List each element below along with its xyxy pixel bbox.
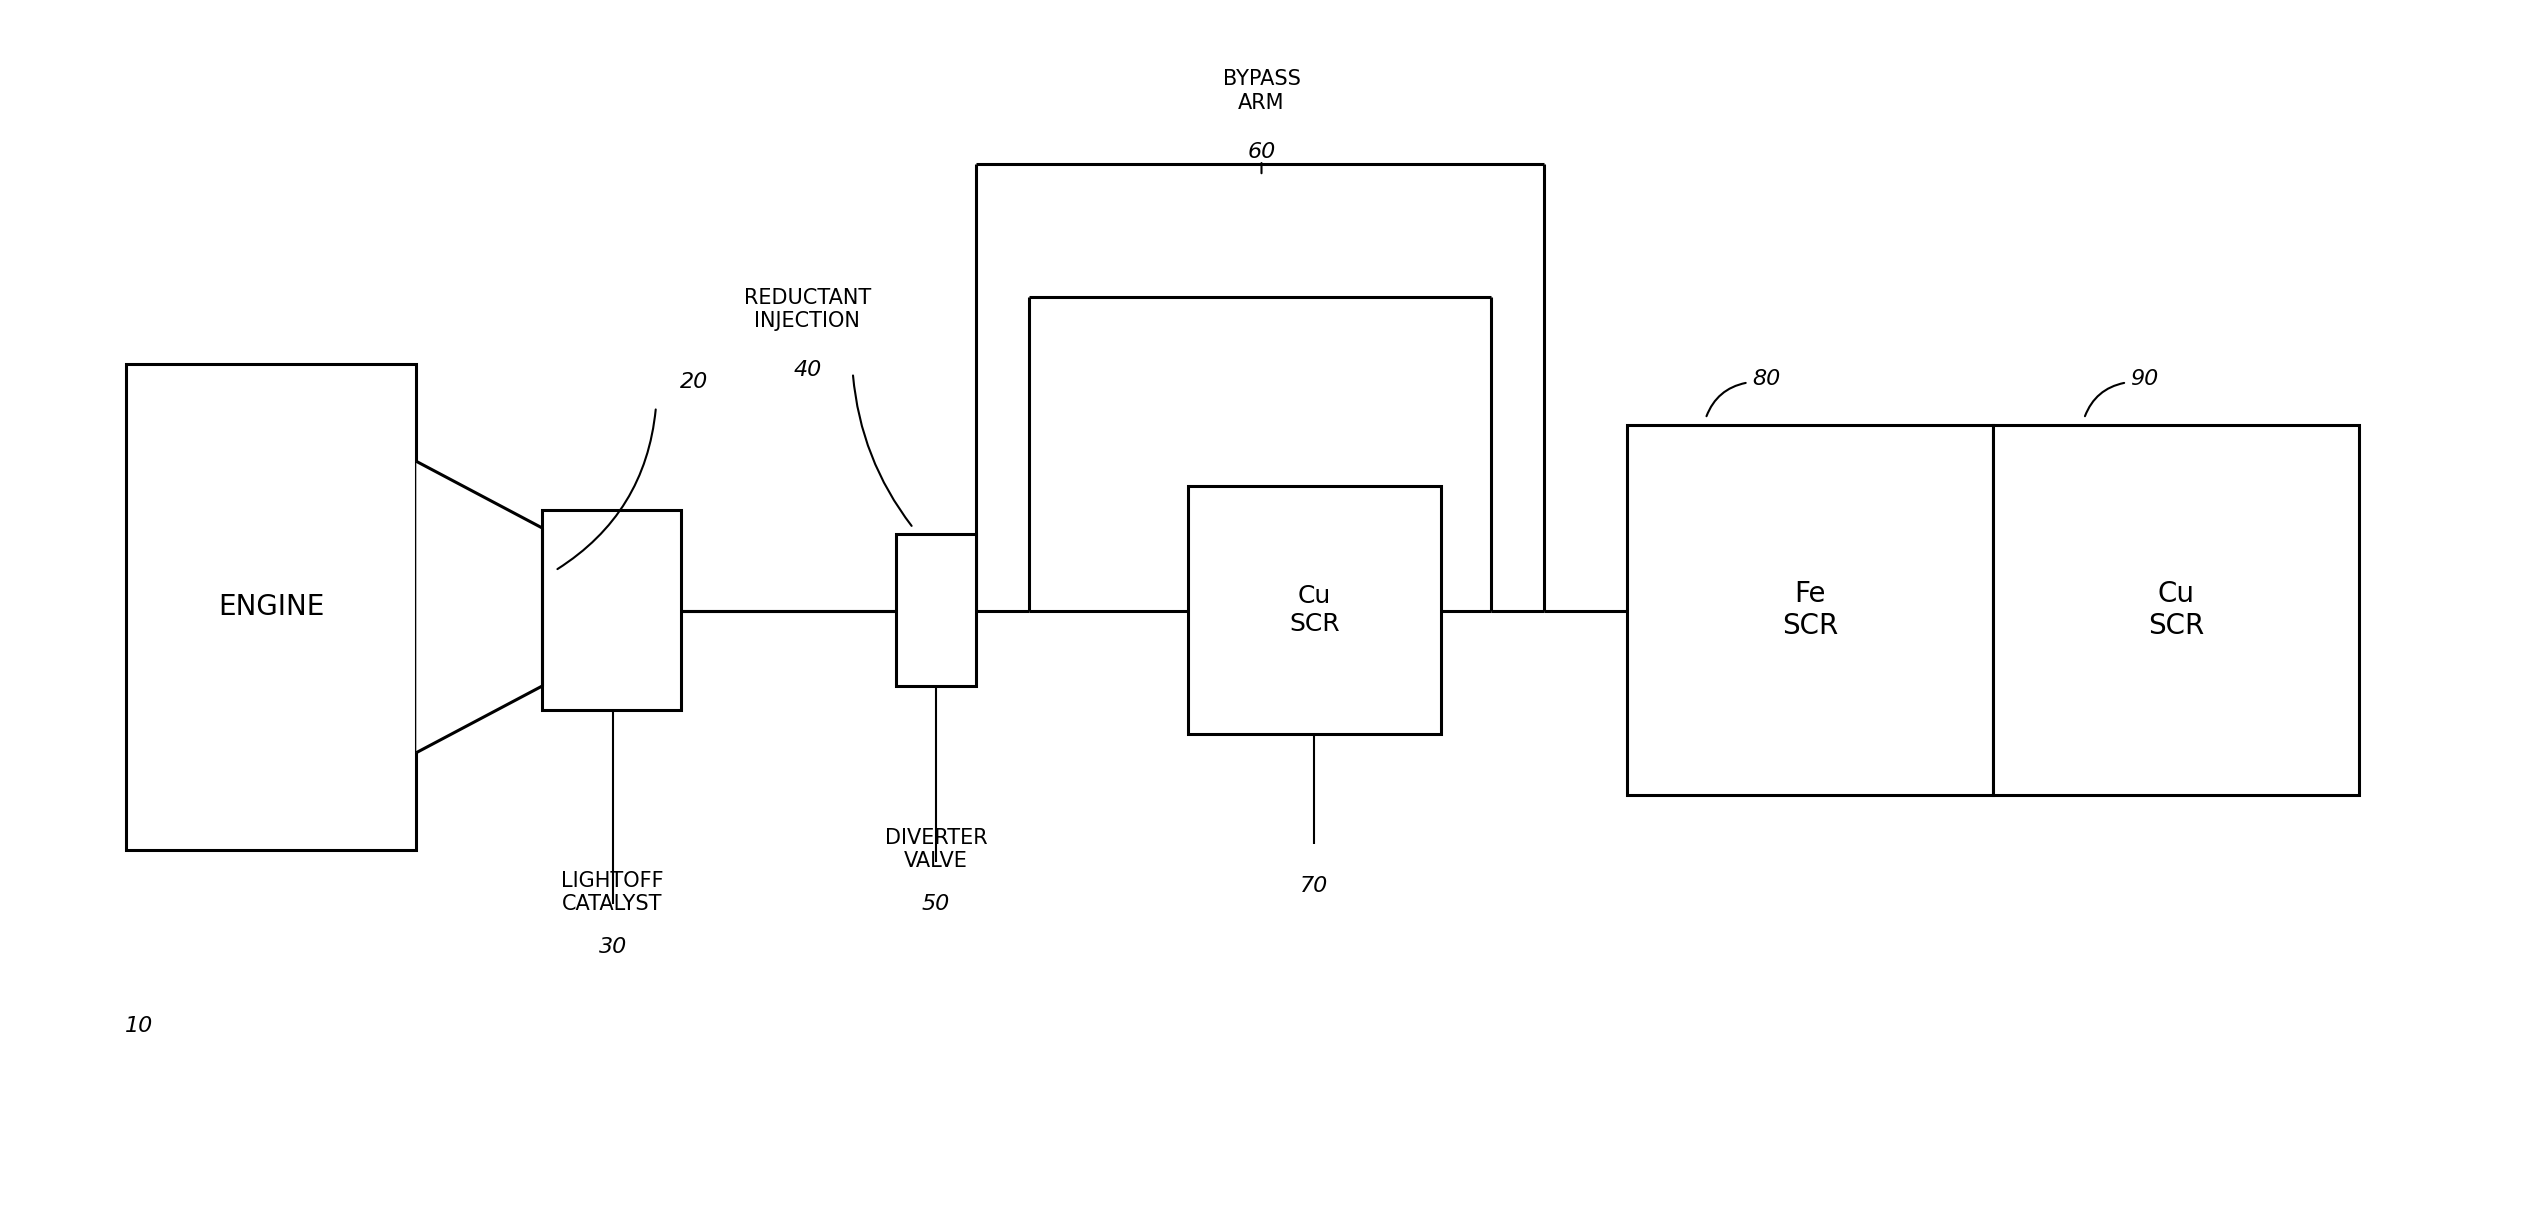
Text: 30: 30 [598,937,628,957]
Text: 60: 60 [1246,142,1277,161]
Bar [1993,425,2359,795]
Text: 70: 70 [1299,877,1330,896]
Text: LIGHTOFF
CATALYST: LIGHTOFF CATALYST [560,870,664,914]
Text: REDUCTANT
INJECTION: REDUCTANT INJECTION [744,288,870,331]
Bar [1188,486,1441,734]
Text: Fe
SCR: Fe SCR [1781,580,1839,640]
Text: 80: 80 [1751,369,1781,388]
Text: BYPASS
ARM: BYPASS ARM [1224,69,1299,113]
Text: 40: 40 [792,361,822,380]
Text: ENGINE: ENGINE [217,592,325,622]
Bar [896,534,976,686]
Text: 90: 90 [2129,369,2160,388]
Polygon shape [416,461,542,753]
Text: 20: 20 [679,373,709,392]
Text: DIVERTER
VALVE: DIVERTER VALVE [886,828,986,872]
Bar [542,510,681,710]
Bar [126,364,416,850]
Text: 10: 10 [124,1016,154,1036]
Bar [1627,425,1993,795]
Text: Cu
SCR: Cu SCR [1289,584,1340,636]
Text: 50: 50 [921,895,951,914]
Text: Cu
SCR: Cu SCR [2147,580,2205,640]
